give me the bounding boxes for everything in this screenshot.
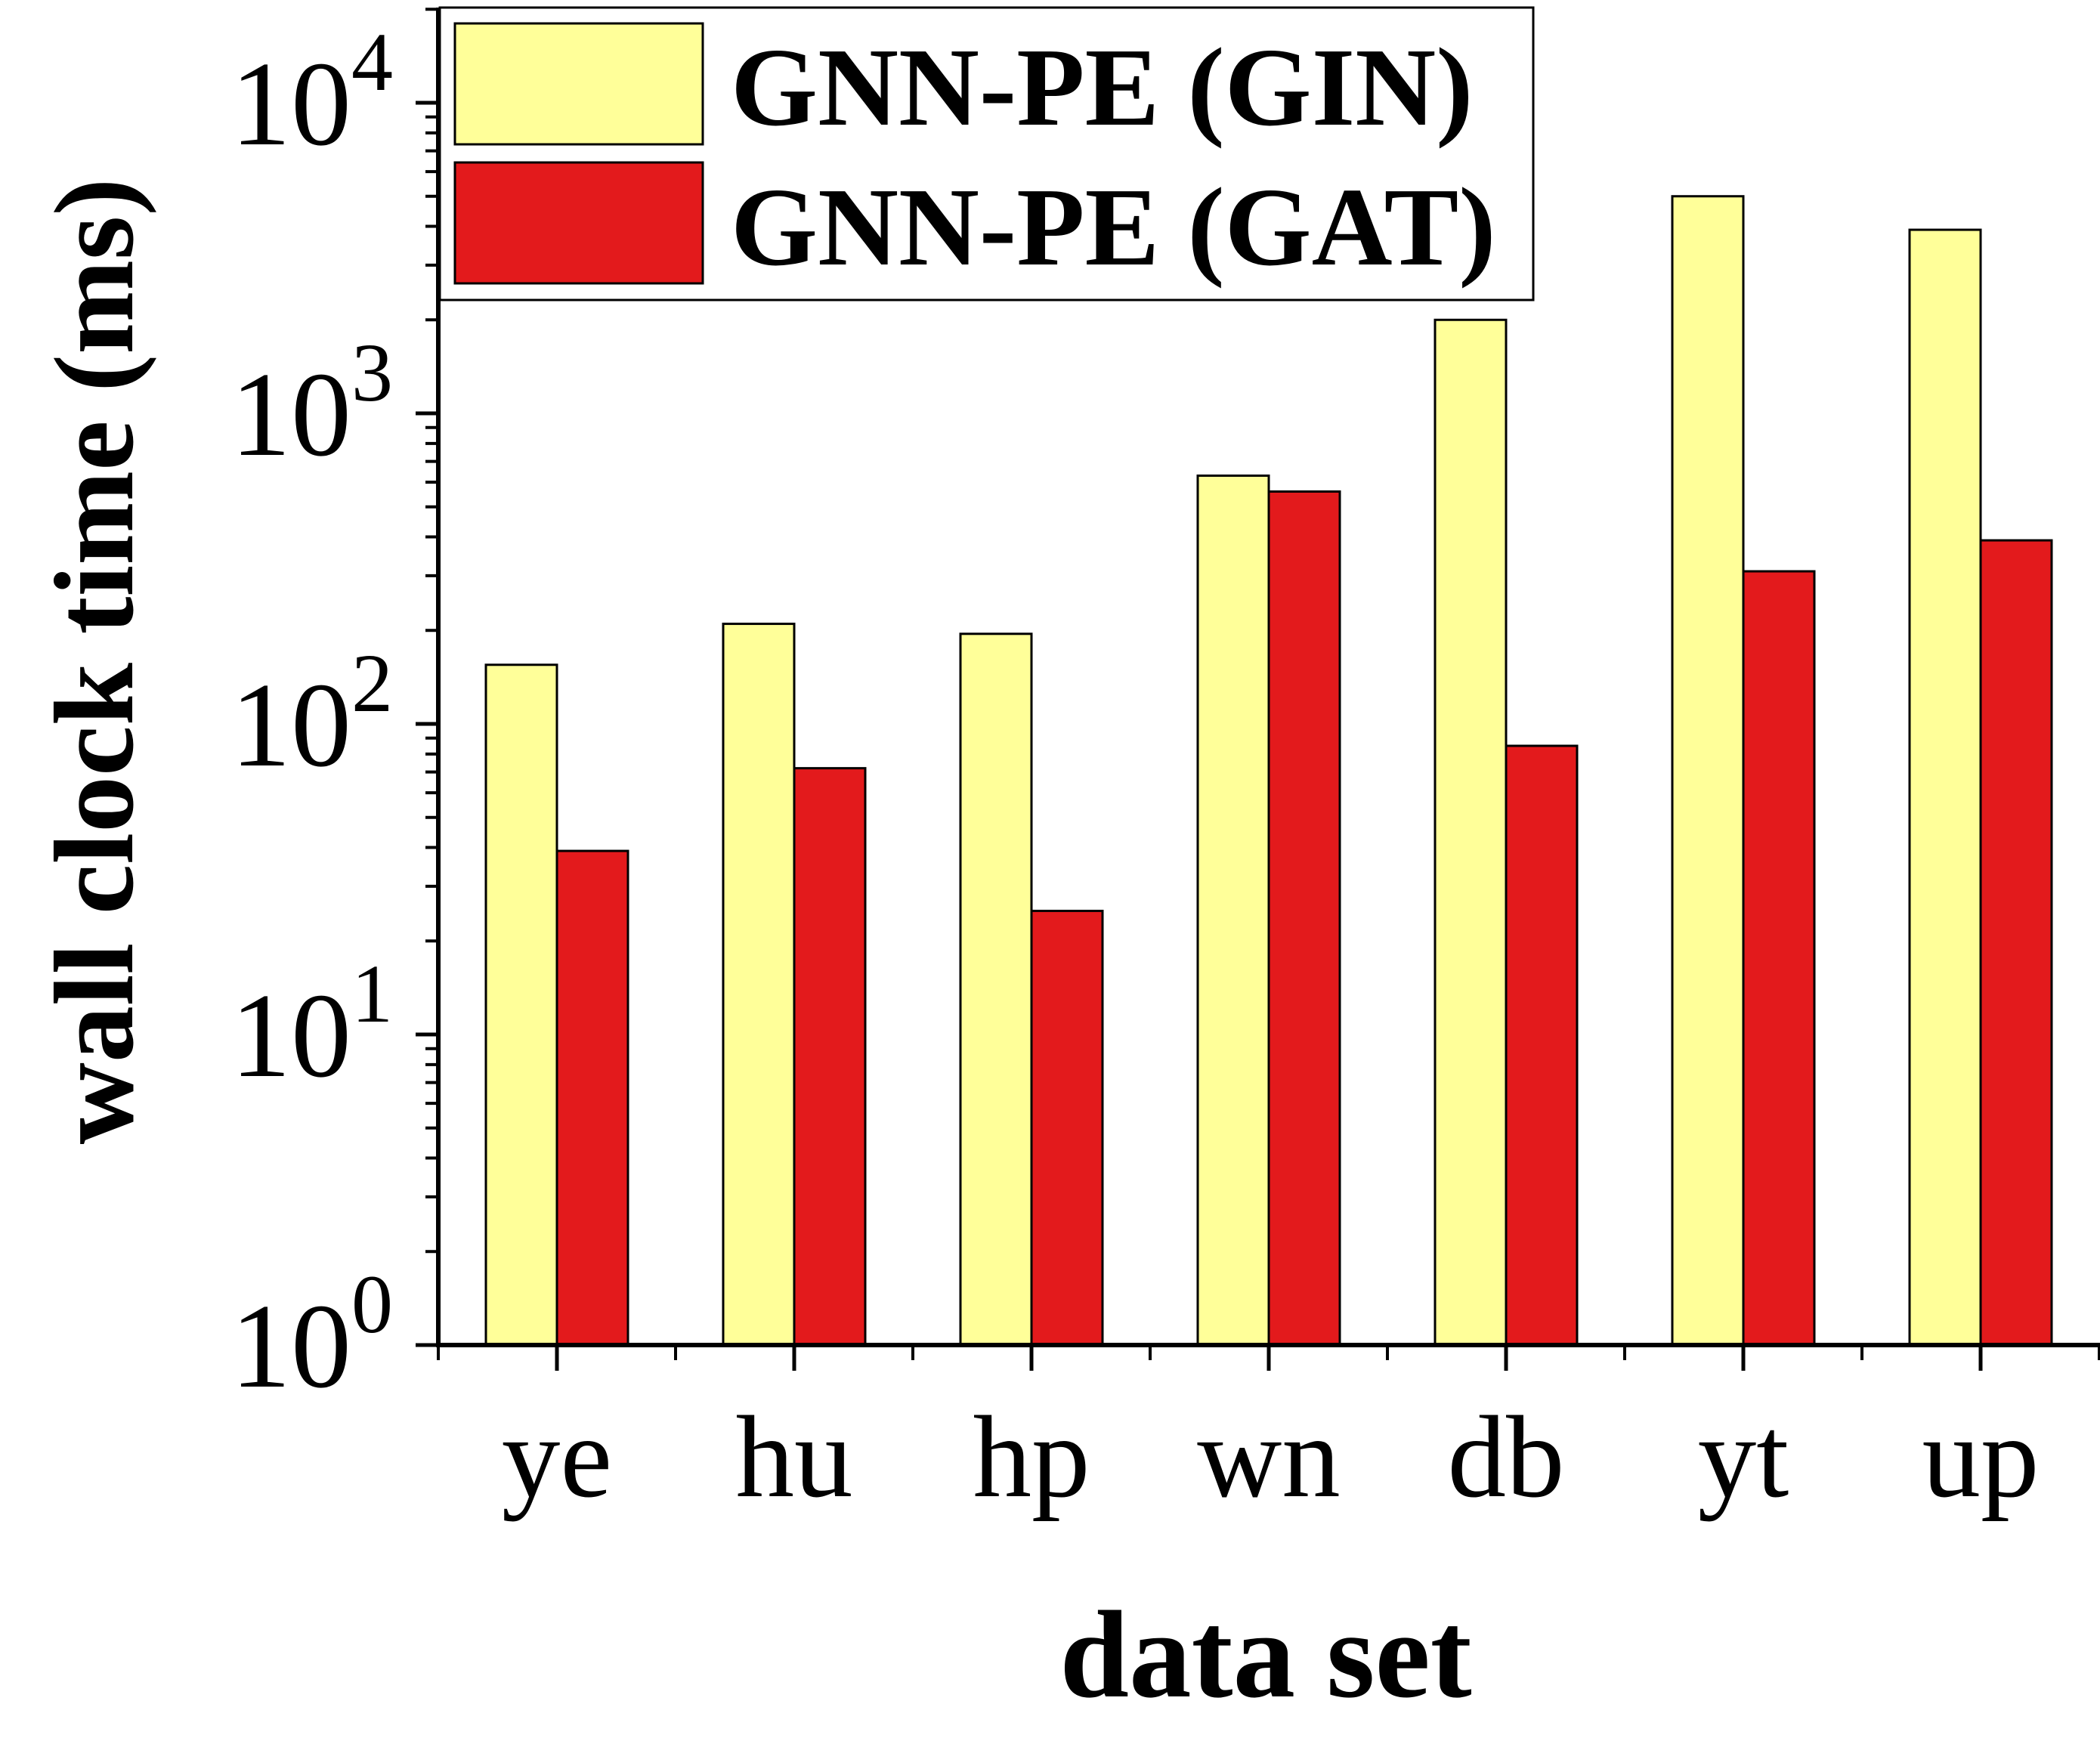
x-tick-label-db: db <box>1448 1392 1565 1522</box>
bar-gat-hp <box>1030 909 1104 1347</box>
x-tick-label-hp: hp <box>973 1392 1090 1522</box>
bar-gat-hu <box>793 767 867 1347</box>
y-axis-label: wall clock time (ms) <box>32 178 157 1145</box>
bar-gat-up <box>1979 539 2053 1347</box>
bar-gat-ye <box>555 849 629 1347</box>
bar-gin-wn <box>1196 474 1270 1347</box>
x-tick-label-yt: yt <box>1698 1392 1789 1522</box>
bar-gat-db <box>1505 744 1579 1347</box>
bar-gat-wn <box>1267 490 1341 1347</box>
legend: GNN-PE (GIN) GNN-PE (GAT) <box>438 6 1535 302</box>
x-axis-label: data set <box>1059 1585 1471 1724</box>
legend-swatch-gin <box>453 22 704 146</box>
x-tick-label-ye: ye <box>502 1392 612 1522</box>
bar-gin-yt <box>1671 195 1745 1347</box>
y-tick-label-2: 102 <box>230 637 393 792</box>
bar-gin-ye <box>484 663 558 1347</box>
bars-layer <box>484 195 2053 1347</box>
bar-gin-db <box>1434 318 1508 1347</box>
legend-label-gat: GNN-PE (GAT) <box>731 165 1496 289</box>
ticks-layer: ye hu hp wn db yt up 100 101 102 103 104 <box>230 8 2100 1522</box>
y-tick-label-3: 103 <box>230 326 393 481</box>
y-tick-label-0: 100 <box>230 1258 393 1413</box>
y-tick-label-1: 101 <box>230 948 393 1102</box>
x-tick-label-wn: wn <box>1197 1392 1340 1522</box>
bar-gin-hp <box>959 632 1033 1347</box>
bar-gin-hu <box>722 623 796 1347</box>
legend-swatch-gat <box>453 161 704 285</box>
legend-label-gin: GNN-PE (GIN) <box>731 26 1473 150</box>
y-tick-label-4: 104 <box>230 16 393 171</box>
x-tick-label-up: up <box>1922 1392 2040 1522</box>
bar-gat-yt <box>1742 570 1816 1347</box>
x-tick-label-hu: hu <box>736 1392 853 1522</box>
bar-gin-up <box>1908 228 1982 1347</box>
